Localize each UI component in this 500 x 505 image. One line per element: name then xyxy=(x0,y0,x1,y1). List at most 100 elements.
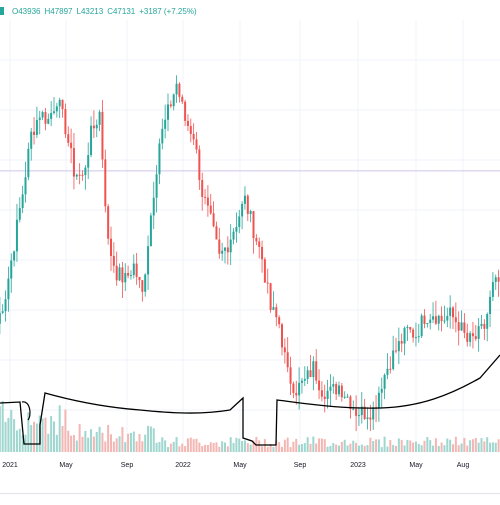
volume-bar xyxy=(409,441,411,452)
candle-body xyxy=(139,277,141,280)
volume-bar xyxy=(321,438,323,452)
candle-body xyxy=(292,384,294,393)
candle-body xyxy=(244,196,246,204)
volume-bar xyxy=(404,445,406,452)
series-color-marker xyxy=(0,7,4,15)
candle-body xyxy=(421,315,423,336)
volume-bar xyxy=(42,419,44,452)
x-axis-tick-label: Sep xyxy=(294,462,307,469)
volume-bar xyxy=(424,441,426,452)
candle-body xyxy=(136,264,138,277)
candle-body xyxy=(227,247,229,252)
volume-bar xyxy=(79,424,81,452)
candle-body xyxy=(404,328,406,344)
candle-body xyxy=(190,126,192,134)
volume-bar xyxy=(392,445,394,452)
volume-bar xyxy=(178,446,180,452)
candle-body xyxy=(5,299,7,311)
candle-body xyxy=(196,139,198,149)
candle-body xyxy=(492,282,494,297)
volume-bar xyxy=(10,410,12,452)
volume-bar xyxy=(364,446,366,452)
volume-bar xyxy=(2,401,4,452)
candle-body xyxy=(16,220,18,252)
candle-body xyxy=(25,177,27,194)
candle-body xyxy=(198,150,200,181)
volume-bar xyxy=(84,431,86,452)
candle-body xyxy=(253,211,255,238)
candle-body xyxy=(176,84,178,95)
candle-body xyxy=(107,206,109,238)
candle-body xyxy=(230,240,232,253)
volume-bar xyxy=(272,447,274,452)
hand-drawn-curve xyxy=(0,355,500,445)
candle-body xyxy=(124,273,126,282)
volume-bar xyxy=(67,431,69,452)
volume-bar xyxy=(47,434,49,452)
candle-body xyxy=(321,390,323,396)
volume-bar xyxy=(378,439,380,452)
volume-bar xyxy=(230,437,232,452)
volume-bar xyxy=(312,437,314,452)
candle-body xyxy=(153,198,155,216)
candle-body xyxy=(332,384,334,387)
candle-body xyxy=(461,322,463,330)
volume-bar xyxy=(141,441,143,452)
bottom-border xyxy=(0,493,500,494)
volume-bar xyxy=(150,427,152,452)
volume-bar xyxy=(224,443,226,452)
candle-body xyxy=(270,283,272,310)
volume-bar xyxy=(99,427,101,452)
candle-body xyxy=(301,381,303,383)
volume-bar xyxy=(438,446,440,452)
volume-bar xyxy=(73,435,75,452)
candle-body xyxy=(101,112,103,160)
candle-body xyxy=(13,251,15,260)
volume-bar xyxy=(201,446,203,452)
volume-bar xyxy=(124,442,126,452)
candle-body xyxy=(463,322,465,332)
volume-bar xyxy=(147,426,149,452)
volume-bar xyxy=(238,439,240,452)
candle-body xyxy=(235,227,237,232)
volume-bar xyxy=(455,437,457,452)
candle-body xyxy=(347,397,349,398)
volume-bar xyxy=(344,440,346,452)
volume-bar xyxy=(33,422,35,452)
candle-body xyxy=(409,327,411,330)
volume-bar xyxy=(267,447,269,452)
volume-bar xyxy=(401,440,403,452)
volume-bar xyxy=(375,439,377,452)
volume-bar xyxy=(369,438,371,452)
volume-bar xyxy=(469,440,471,452)
candle-body xyxy=(307,370,309,379)
candle-body xyxy=(264,259,266,282)
candle-body xyxy=(412,330,414,338)
volume-bar xyxy=(227,446,229,452)
candle-body xyxy=(418,336,420,337)
candle-body xyxy=(64,109,66,134)
candle-body xyxy=(367,417,369,418)
volume-bar xyxy=(498,439,500,452)
volume-bar xyxy=(5,422,7,452)
volume-bar xyxy=(196,439,198,452)
candle-body xyxy=(141,280,143,292)
candle-body xyxy=(10,260,12,278)
candle-body xyxy=(144,274,146,291)
volume-bar xyxy=(335,444,337,452)
volume-bar xyxy=(170,444,172,452)
candle-body xyxy=(441,316,443,321)
candle-body xyxy=(215,226,217,239)
volume-bar xyxy=(164,440,166,452)
candle-body xyxy=(335,384,337,394)
candle-body xyxy=(150,215,152,246)
candle-body xyxy=(79,175,81,176)
volume-bar xyxy=(0,406,1,452)
candle-body xyxy=(147,246,149,274)
x-axis-tick-label: May xyxy=(59,462,73,469)
candle-body xyxy=(406,327,408,328)
volume-bar xyxy=(156,443,158,452)
volume-bar xyxy=(284,440,286,452)
